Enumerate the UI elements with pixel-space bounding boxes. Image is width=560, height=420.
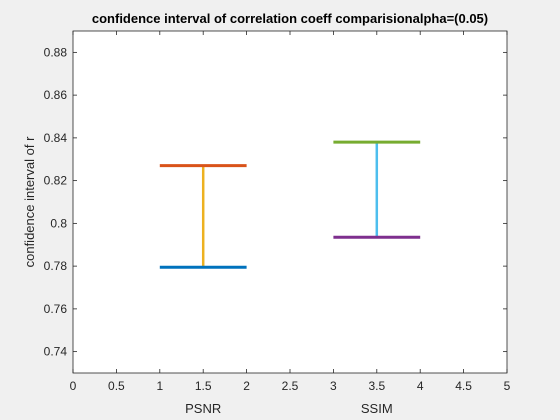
axes-box [72, 30, 508, 374]
y-axis-label: confidence interval of r [22, 136, 37, 267]
y-tick-label: 0.82 [44, 174, 68, 188]
y-tick-label: 0.76 [44, 302, 68, 316]
axes-layer: 0 0.5 1 1.5 2 2.5 3 3.5 4 4.5 5 0.74 0.76 0.78 0.8 0.82… [44, 31, 511, 416]
plot-area [73, 31, 507, 373]
x-tick-label: 3.5 [368, 379, 385, 393]
y-tick-label: 0.8 [50, 216, 67, 230]
y-tick-label: 0.86 [44, 88, 68, 102]
y-tick-label: 0.74 [44, 345, 68, 359]
group-label-ssim: SSIM [361, 401, 393, 416]
x-tick-label: 4 [417, 379, 424, 393]
chart-title: confidence interval of correlation coeff… [92, 11, 488, 26]
y-tick-label: 0.84 [44, 131, 68, 145]
group-label-psnr: PSNR [185, 401, 221, 416]
x-tick-label: 0 [70, 379, 77, 393]
y-tick-label: 0.88 [44, 45, 68, 59]
x-tick-label: 1.5 [195, 379, 212, 393]
x-tick-label: 2 [243, 379, 250, 393]
x-tick-label: 1 [156, 379, 163, 393]
x-tick-label: 4.5 [455, 379, 472, 393]
x-tick-label: 0.5 [108, 379, 125, 393]
x-tick-label: 5 [504, 379, 511, 393]
y-tick-label: 0.78 [44, 259, 68, 273]
x-tick-label: 2.5 [282, 379, 299, 393]
x-tick-label: 3 [330, 379, 337, 393]
marks-layer [159, 140, 421, 269]
